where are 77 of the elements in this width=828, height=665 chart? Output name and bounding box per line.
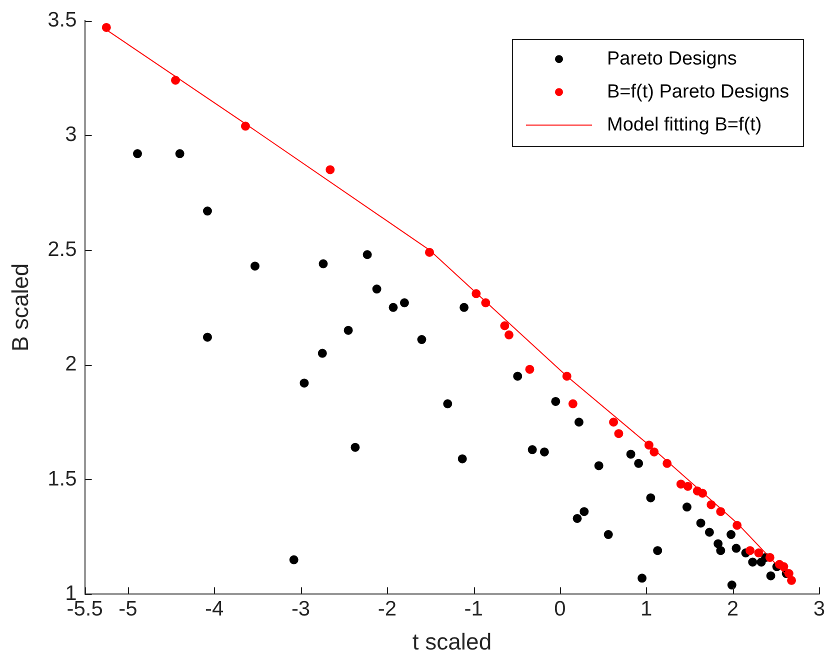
point [388,302,398,312]
point [318,348,327,358]
point [748,558,758,567]
x-axis-title: t scaled [412,628,492,655]
point [634,458,644,468]
y-tick-label: 2 [65,352,77,376]
point [704,528,714,537]
point [614,429,624,438]
point [726,530,736,540]
point [372,284,382,294]
point [202,332,212,342]
x-tick-label: -3 [291,598,310,621]
point [318,259,328,268]
x-tick-label: 3 [813,598,826,621]
point [250,262,260,271]
point [706,500,716,510]
point [653,546,662,556]
point [551,396,560,406]
y-tick-label: 3 [65,123,77,146]
point [638,574,647,583]
point [300,378,309,388]
point [400,298,409,308]
point [626,450,636,459]
point [754,548,764,558]
legend-label: Pareto Designs [607,48,737,70]
point [132,149,142,158]
x-tick-label: -5 [118,598,138,621]
point [580,507,589,516]
point [682,502,692,512]
point [646,493,656,502]
point [525,364,534,374]
point [500,321,510,330]
point [696,518,706,528]
point [513,372,522,381]
x-tick-label: 2 [726,598,739,621]
point [362,250,372,260]
point [779,562,788,572]
point [289,555,298,564]
point [540,447,549,456]
point [609,418,618,427]
point [102,22,111,32]
point [732,544,741,553]
point [727,580,736,590]
point [504,330,514,340]
x-tick-label: -4 [205,598,224,621]
point [714,539,723,548]
point [716,546,726,556]
point [766,571,776,580]
x-tick-label: 0 [554,598,566,621]
point [572,514,582,523]
y-tick-label: 3.5 [48,8,77,32]
point [787,576,796,585]
point [175,149,184,158]
point [458,454,467,464]
x-tick-label: -2 [378,598,397,621]
point [746,546,755,556]
x-tick-label: -1 [464,598,483,621]
y-axis-title: B scaled [7,263,34,352]
point [676,480,686,489]
point [528,445,537,454]
y-tick-label: 2.5 [48,238,77,261]
point [344,326,353,335]
legend-label: Model fitting B=f(t) [607,114,762,136]
point [202,206,212,216]
legend-label: B=f(t) Pareto Designs [607,81,790,102]
point [574,418,584,427]
point [443,399,452,408]
x-tick-label: 1 [640,598,652,621]
point [683,482,692,491]
point [604,530,613,540]
point [594,461,604,470]
point [350,442,360,452]
point [417,335,426,344]
y-tick-label: 1.5 [48,467,77,490]
point [460,302,469,312]
point [326,165,335,174]
point [568,399,578,408]
